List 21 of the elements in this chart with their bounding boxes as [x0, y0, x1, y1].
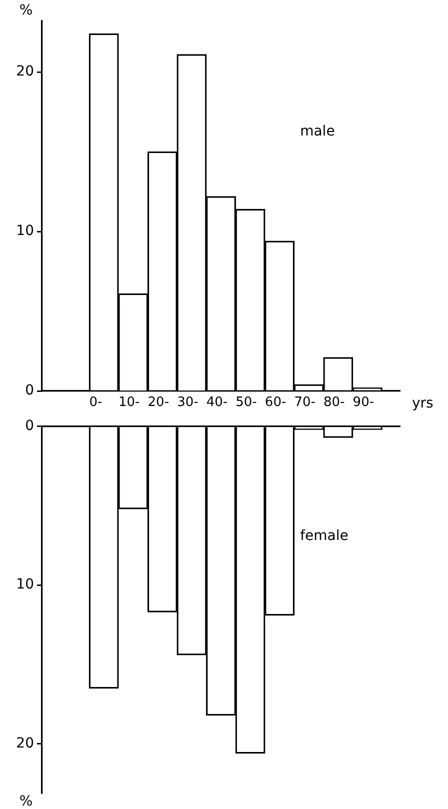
y-axis-title: %: [19, 2, 33, 19]
x-tick-label: 90-: [352, 395, 374, 410]
y-tick-label: 20: [16, 735, 34, 752]
y-tick-label: 0: [25, 418, 34, 434]
series-label: female: [300, 528, 348, 544]
x-tick-label: 20-: [148, 395, 170, 410]
y-tick-label: 20: [16, 64, 34, 80]
y-tick-label: 10: [16, 576, 34, 593]
x-axis-title: yrs: [412, 396, 434, 412]
x-tick-label: 60-: [264, 395, 286, 410]
x-tick-label: 40-: [206, 395, 228, 410]
x-tick-label: 80-: [324, 395, 346, 410]
x-tick-label: 50-: [236, 395, 258, 410]
y-tick-label: 0: [25, 382, 34, 399]
text: male: [300, 124, 335, 140]
x-tick-label: 30-: [177, 395, 199, 410]
x-tick-label: 10-: [118, 395, 140, 410]
y-axis-title: %: [19, 794, 33, 809]
x-tick-label: 70-: [294, 395, 316, 410]
x-tick-label: 0-: [89, 395, 102, 410]
y-tick-label: 10: [16, 223, 34, 240]
